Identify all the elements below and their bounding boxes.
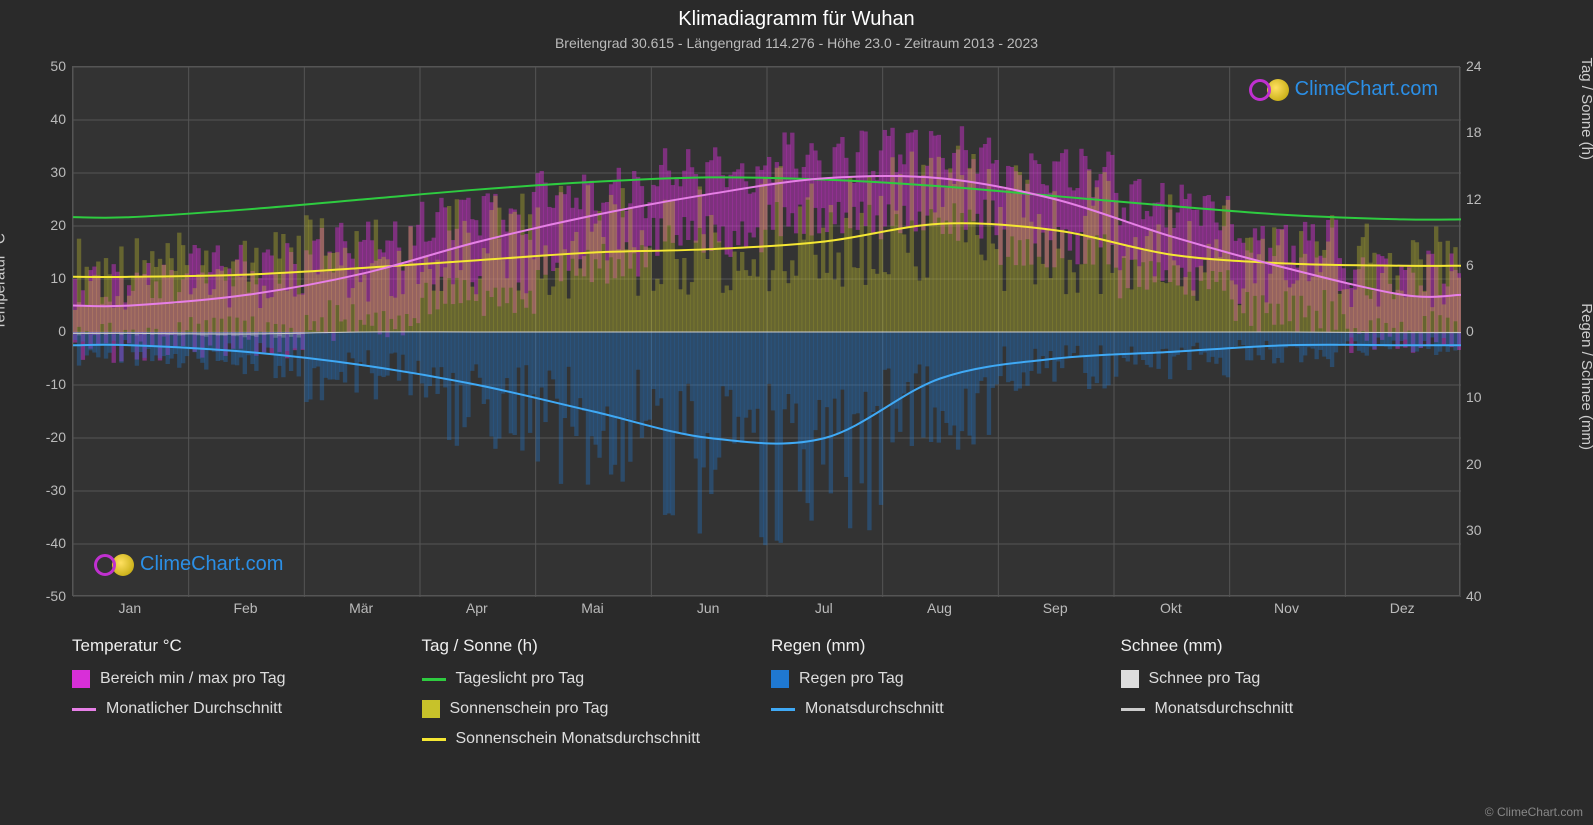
chart-svg xyxy=(73,67,1461,597)
legend-swatch-line-icon xyxy=(1121,708,1145,711)
legend-item: Monatsdurchschnitt xyxy=(1121,700,1461,718)
y-right-top-tick: 12 xyxy=(1460,191,1482,207)
y-right-top-tick: 0 xyxy=(1460,323,1474,339)
x-month-tick: Feb xyxy=(233,596,257,616)
legend-item: Bereich min / max pro Tag xyxy=(72,670,412,688)
x-month-tick: Jun xyxy=(697,596,720,616)
y-axis-right-bottom-label: Regen / Schnee (mm) xyxy=(1579,303,1593,450)
legend-item-label: Monatlicher Durchschnitt xyxy=(106,700,282,718)
y-right-bottom-tick: 30 xyxy=(1460,522,1482,538)
legend-group-title: Temperatur °C xyxy=(72,636,412,656)
legend-item: Sonnenschein pro Tag xyxy=(422,700,762,718)
legend-item-label: Monatsdurchschnitt xyxy=(805,700,944,718)
y-left-tick: -40 xyxy=(46,535,72,551)
y-left-tick: 30 xyxy=(50,164,72,180)
legend-item: Monatlicher Durchschnitt xyxy=(72,700,412,718)
legend-item: Monatsdurchschnitt xyxy=(771,700,1111,718)
y-right-top-tick: 24 xyxy=(1460,58,1482,74)
y-right-top-tick: 6 xyxy=(1460,257,1474,273)
legend-swatch-line-icon xyxy=(422,678,446,681)
legend-item: Regen pro Tag xyxy=(771,670,1111,688)
chart-title: Klimadiagramm für Wuhan xyxy=(0,0,1593,31)
copyright-text: © ClimeChart.com xyxy=(1485,805,1583,819)
legend: Temperatur °C Bereich min / max pro Tag Mo… xyxy=(72,636,1460,760)
watermark-text: ClimeChart.com xyxy=(1295,78,1438,101)
x-month-tick: Jul xyxy=(815,596,833,616)
y-left-tick: 20 xyxy=(50,217,72,233)
legend-group: Schnee (mm) Schnee pro Tag Monatsdurchschn… xyxy=(1121,636,1461,760)
legend-swatch-line-icon xyxy=(72,708,96,711)
legend-item-label: Sonnenschein Monatsdurchschnitt xyxy=(456,730,701,748)
y-left-tick: -50 xyxy=(46,588,72,604)
x-month-tick: Sep xyxy=(1043,596,1068,616)
x-month-tick: Apr xyxy=(466,596,488,616)
chart-area: -50-40-30-20-1001020304050 0612182410203… xyxy=(72,66,1460,596)
legend-group-title: Tag / Sonne (h) xyxy=(422,636,762,656)
legend-group-title: Regen (mm) xyxy=(771,636,1111,656)
legend-item-label: Tageslicht pro Tag xyxy=(456,670,585,688)
chart-subtitle: Breitengrad 30.615 - Längengrad 114.276 … xyxy=(0,31,1593,57)
y-axis-left-label: Temperatur °C xyxy=(0,233,9,330)
x-month-tick: Okt xyxy=(1160,596,1182,616)
watermark-text: ClimeChart.com xyxy=(140,553,283,576)
x-month-tick: Aug xyxy=(927,596,952,616)
y-right-bottom-tick: 20 xyxy=(1460,456,1482,472)
legend-group: Tag / Sonne (h) Tageslicht pro Tag Sonnens… xyxy=(422,636,762,760)
legend-item: Schnee pro Tag xyxy=(1121,670,1461,688)
legend-item-label: Bereich min / max pro Tag xyxy=(100,670,286,688)
y-right-bottom-tick: 40 xyxy=(1460,588,1482,604)
legend-group-title: Schnee (mm) xyxy=(1121,636,1461,656)
x-month-tick: Dez xyxy=(1390,596,1415,616)
legend-swatch-line-icon xyxy=(771,708,795,711)
x-month-tick: Mär xyxy=(349,596,373,616)
legend-group: Temperatur °C Bereich min / max pro Tag Mo… xyxy=(72,636,412,760)
y-left-tick: 50 xyxy=(50,58,72,74)
legend-swatch-block-icon xyxy=(771,670,789,688)
watermark-bottom-left: ClimeChart.com xyxy=(94,553,283,576)
legend-item-label: Sonnenschein pro Tag xyxy=(450,700,609,718)
y-left-tick: -30 xyxy=(46,482,72,498)
x-month-tick: Jan xyxy=(119,596,142,616)
watermark-top-right: ClimeChart.com xyxy=(1249,78,1438,101)
y-right-top-tick: 18 xyxy=(1460,124,1482,140)
legend-swatch-block-icon xyxy=(72,670,90,688)
y-left-tick: 0 xyxy=(58,323,72,339)
y-left-tick: -20 xyxy=(46,429,72,445)
x-month-tick: Nov xyxy=(1274,596,1299,616)
legend-item-label: Monatsdurchschnitt xyxy=(1155,700,1294,718)
legend-group: Regen (mm) Regen pro Tag Monatsdurchschnit… xyxy=(771,636,1111,760)
legend-item: Tageslicht pro Tag xyxy=(422,670,762,688)
legend-item-label: Regen pro Tag xyxy=(799,670,904,688)
legend-swatch-line-icon xyxy=(422,738,446,741)
legend-item-label: Schnee pro Tag xyxy=(1149,670,1261,688)
y-left-tick: 10 xyxy=(50,270,72,286)
y-right-bottom-tick: 10 xyxy=(1460,389,1482,405)
legend-swatch-block-icon xyxy=(422,700,440,718)
y-left-tick: 40 xyxy=(50,111,72,127)
watermark-ring-icon xyxy=(94,554,116,576)
y-axis-right-top-label: Tag / Sonne (h) xyxy=(1579,57,1593,160)
watermark-ring-icon xyxy=(1249,79,1271,101)
legend-swatch-block-icon xyxy=(1121,670,1139,688)
x-month-tick: Mai xyxy=(581,596,604,616)
y-left-tick: -10 xyxy=(46,376,72,392)
plot-background xyxy=(72,66,1460,596)
legend-item: Sonnenschein Monatsdurchschnitt xyxy=(422,730,762,748)
